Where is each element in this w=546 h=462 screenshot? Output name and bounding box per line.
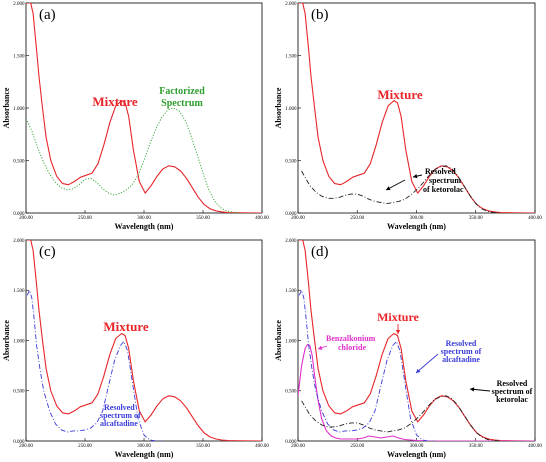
y-tick-label: 1.000 — [13, 339, 25, 344]
y-tick-label: 0.000 — [13, 440, 25, 445]
annotation-label: Mixture — [377, 87, 422, 102]
annotation-label: Mixture — [92, 94, 137, 109]
y-tick-label: 0.000 — [285, 212, 297, 217]
annotation-label: Mixture — [103, 319, 148, 334]
y-axis-title: Absorbance — [2, 87, 11, 128]
series-line — [298, 289, 435, 441]
panel-label: (a) — [39, 7, 56, 23]
x-tick-label: 250.00 — [350, 444, 364, 449]
x-tick-label: 250.00 — [350, 216, 364, 221]
y-tick-label: 1.000 — [13, 107, 25, 112]
callout-arrows — [317, 173, 491, 392]
annotation-label: Factorized — [159, 86, 205, 97]
ketorolac-pointer-2-head — [413, 173, 418, 179]
y-tick-label: 2.000 — [13, 239, 25, 244]
x-tick-label: 200.00 — [291, 444, 305, 449]
y-tick-label: 2.000 — [285, 239, 297, 244]
alcaftadine-pointer-head — [416, 368, 421, 373]
panel-label: (d) — [311, 244, 329, 260]
y-tick-label: 2.000 — [285, 2, 297, 7]
annotation-label: Spectrum — [161, 98, 203, 109]
panel-label: (c) — [39, 244, 56, 260]
y-tick-label: 0.500 — [13, 390, 25, 395]
annotation-label: alcaftadine — [442, 355, 480, 364]
x-tick-label: 400.00 — [528, 216, 542, 221]
x-tick-label: 200.00 — [291, 216, 305, 221]
y-tick-label: 2.000 — [13, 2, 25, 7]
x-tick-label: 350.00 — [196, 444, 210, 449]
annotation-label: of ketorolac — [423, 185, 464, 194]
series-line — [301, 395, 500, 441]
series-line — [301, 165, 500, 213]
annotation-label: Resolved — [104, 403, 135, 412]
x-tick-label: 300.00 — [410, 444, 424, 449]
mixture-pointer-head — [395, 330, 401, 334]
ketorolac-pointer-d-head — [470, 387, 475, 392]
x-tick-label: 300.00 — [137, 444, 151, 449]
y-tick-label: 0.500 — [285, 159, 297, 164]
y-axis-title: Absorbance — [274, 320, 283, 361]
x-axis-title: Wavelength (nm) — [387, 222, 446, 231]
y-tick-label: 0.000 — [13, 212, 25, 217]
y-tick-label: 0.500 — [285, 390, 297, 395]
chart-panel: 200.00 250.00 300.00 350.00 400.00 0.000 0.500… — [2, 2, 269, 231]
y-tick-label: 0.500 — [13, 159, 25, 164]
annotation-label: chloride — [338, 343, 366, 352]
annotation-label: ketorolac — [496, 395, 528, 404]
annotation-label: spectrum of — [100, 411, 141, 420]
chart-panel: 200.00 250.00 300.00 350.00 400.00 0.000 0.500… — [274, 2, 542, 231]
y-axis-title: Absorbance — [2, 320, 11, 361]
panel-label: (b) — [311, 7, 329, 23]
y-tick-label: 1.000 — [285, 107, 297, 112]
annotation-label: Mixture — [377, 310, 419, 324]
chart-panel: 200.00 250.00 300.00 350.00 400.00 0.000 0.500… — [274, 239, 542, 459]
series-line — [26, 289, 162, 441]
annotation-label: Resolved — [446, 339, 477, 348]
series-line — [298, 3, 535, 213]
x-axis-title: Wavelength (nm) — [387, 450, 446, 459]
series-line — [26, 107, 239, 213]
x-tick-label: 200.00 — [19, 216, 33, 221]
x-tick-label: 350.00 — [196, 216, 210, 221]
x-tick-label: 200.00 — [19, 444, 33, 449]
x-tick-label: 300.00 — [137, 216, 151, 221]
x-tick-label: 400.00 — [255, 444, 269, 449]
y-tick-label: 1.500 — [13, 289, 25, 294]
x-tick-label: 250.00 — [78, 216, 92, 221]
annotation-label: Resolved — [497, 379, 528, 388]
annotation-label: Benzalkonium — [326, 334, 376, 343]
alcaftadine-pointer — [415, 353, 439, 374]
y-axis-title: Absorbance — [274, 87, 283, 128]
benzalkonium-pointer-head — [318, 345, 323, 350]
chart-panel: 200.00 250.00 300.00 350.00 400.00 0.000 0.500… — [2, 239, 269, 459]
y-tick-label: 1.500 — [285, 289, 297, 294]
y-tick-label: 1.000 — [285, 339, 297, 344]
x-tick-label: 400.00 — [528, 444, 542, 449]
x-axis-title: Wavelength (nm) — [115, 450, 174, 459]
x-tick-label: 350.00 — [469, 216, 483, 221]
x-tick-label: 300.00 — [410, 216, 424, 221]
annotation-label: spectrum of — [492, 387, 533, 396]
series-line — [26, 3, 262, 213]
x-tick-label: 400.00 — [255, 216, 269, 221]
annotation-label: spectrum of — [441, 347, 482, 356]
ketorolac-pointer-head — [386, 186, 391, 191]
annotation-label: alcaftadine — [100, 419, 138, 428]
annotation-label: Resolved — [425, 167, 456, 176]
y-tick-label: 0.000 — [285, 440, 297, 445]
y-tick-label: 1.500 — [13, 54, 25, 59]
x-tick-label: 250.00 — [78, 444, 92, 449]
series-line — [298, 343, 535, 441]
series-line — [26, 240, 262, 441]
x-axis-title: Wavelength (nm) — [115, 222, 174, 231]
y-tick-label: 1.500 — [285, 54, 297, 59]
x-tick-label: 350.00 — [469, 444, 483, 449]
annotation-label: spectrum — [429, 176, 461, 185]
